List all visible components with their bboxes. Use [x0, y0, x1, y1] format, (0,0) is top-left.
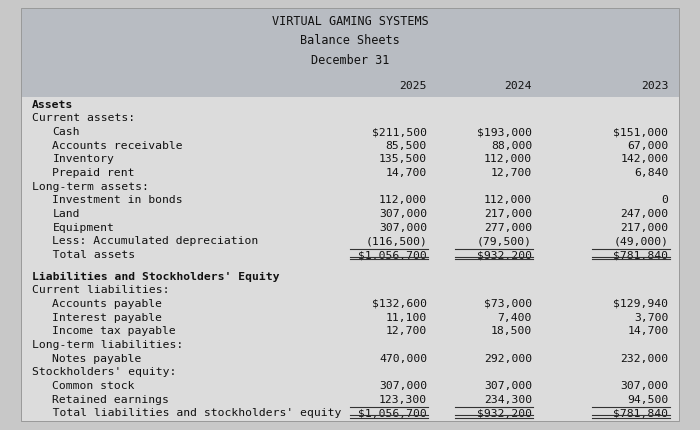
- Text: 307,000: 307,000: [379, 222, 427, 232]
- Text: $151,000: $151,000: [613, 127, 668, 137]
- Text: 123,300: 123,300: [379, 394, 427, 404]
- Text: Total liabilities and stockholders' equity: Total liabilities and stockholders' equi…: [32, 408, 341, 418]
- Text: Current assets:: Current assets:: [32, 113, 134, 123]
- Text: VIRTUAL GAMING SYSTEMS: VIRTUAL GAMING SYSTEMS: [272, 15, 428, 28]
- Text: Inventory: Inventory: [52, 154, 114, 164]
- Text: Accounts payable: Accounts payable: [52, 298, 162, 308]
- Text: $193,000: $193,000: [477, 127, 532, 137]
- Text: $1,056,700: $1,056,700: [358, 408, 427, 418]
- Text: 217,000: 217,000: [484, 209, 532, 218]
- Text: $781,840: $781,840: [613, 408, 668, 418]
- Text: Prepaid rent: Prepaid rent: [52, 168, 135, 178]
- Text: 217,000: 217,000: [620, 222, 668, 232]
- Text: Current liabilities:: Current liabilities:: [32, 285, 169, 295]
- Text: 12,700: 12,700: [491, 168, 532, 178]
- Text: Land: Land: [52, 209, 80, 218]
- Text: $781,840: $781,840: [613, 249, 668, 260]
- Text: (79,500): (79,500): [477, 236, 532, 246]
- Text: 14,700: 14,700: [627, 326, 668, 335]
- Text: 292,000: 292,000: [484, 353, 532, 363]
- Text: 307,000: 307,000: [379, 209, 427, 218]
- Text: 2024: 2024: [505, 80, 532, 90]
- Text: 112,000: 112,000: [484, 154, 532, 164]
- Text: Long-term assets:: Long-term assets:: [32, 181, 148, 191]
- Text: $1,056,700: $1,056,700: [358, 249, 427, 260]
- Text: $73,000: $73,000: [484, 298, 532, 308]
- Text: 2025: 2025: [400, 80, 427, 90]
- Text: 470,000: 470,000: [379, 353, 427, 363]
- Text: $129,940: $129,940: [613, 298, 668, 308]
- Text: Common stock: Common stock: [52, 380, 135, 390]
- Text: 0: 0: [662, 195, 668, 205]
- Text: $932,200: $932,200: [477, 249, 532, 260]
- Text: 18,500: 18,500: [491, 326, 532, 335]
- Text: $932,200: $932,200: [477, 408, 532, 418]
- Text: Investment in bonds: Investment in bonds: [52, 195, 183, 205]
- Text: 6,840: 6,840: [634, 168, 668, 178]
- Text: Retained earnings: Retained earnings: [52, 394, 169, 404]
- Text: Liabilities and Stockholders' Equity: Liabilities and Stockholders' Equity: [32, 271, 279, 281]
- Text: 307,000: 307,000: [484, 380, 532, 390]
- Text: $132,600: $132,600: [372, 298, 427, 308]
- Text: 232,000: 232,000: [620, 353, 668, 363]
- Text: (49,000): (49,000): [613, 236, 668, 246]
- Text: 12,700: 12,700: [386, 326, 427, 335]
- Text: Interest payable: Interest payable: [52, 312, 162, 322]
- Text: 277,000: 277,000: [484, 222, 532, 232]
- Bar: [21, 9, 679, 98]
- Text: 247,000: 247,000: [620, 209, 668, 218]
- Text: Stockholders' equity:: Stockholders' equity:: [32, 366, 176, 377]
- Text: Accounts receivable: Accounts receivable: [52, 140, 183, 150]
- Bar: [21, 98, 679, 421]
- Text: Less: Accumulated depreciation: Less: Accumulated depreciation: [52, 236, 259, 246]
- Text: 7,400: 7,400: [498, 312, 532, 322]
- Text: Income tax payable: Income tax payable: [52, 326, 176, 335]
- Text: 112,000: 112,000: [379, 195, 427, 205]
- Text: 14,700: 14,700: [386, 168, 427, 178]
- Text: 67,000: 67,000: [627, 140, 668, 150]
- Text: Balance Sheets: Balance Sheets: [300, 34, 400, 47]
- Text: Equipment: Equipment: [52, 222, 114, 232]
- Text: 94,500: 94,500: [627, 394, 668, 404]
- Text: 307,000: 307,000: [379, 380, 427, 390]
- Text: Total assets: Total assets: [32, 249, 134, 260]
- Text: 2023: 2023: [641, 80, 668, 90]
- Text: December 31: December 31: [311, 54, 389, 67]
- Text: 85,500: 85,500: [386, 140, 427, 150]
- Text: Cash: Cash: [52, 127, 80, 137]
- Text: 88,000: 88,000: [491, 140, 532, 150]
- Text: 135,500: 135,500: [379, 154, 427, 164]
- Text: (116,500): (116,500): [365, 236, 427, 246]
- Text: Notes payable: Notes payable: [52, 353, 142, 363]
- Text: 3,700: 3,700: [634, 312, 668, 322]
- Text: 11,100: 11,100: [386, 312, 427, 322]
- Text: Long-term liabilities:: Long-term liabilities:: [32, 339, 183, 349]
- Text: 234,300: 234,300: [484, 394, 532, 404]
- Text: 142,000: 142,000: [620, 154, 668, 164]
- Text: Assets: Assets: [32, 99, 73, 109]
- Text: 112,000: 112,000: [484, 195, 532, 205]
- Text: 307,000: 307,000: [620, 380, 668, 390]
- Text: $211,500: $211,500: [372, 127, 427, 137]
